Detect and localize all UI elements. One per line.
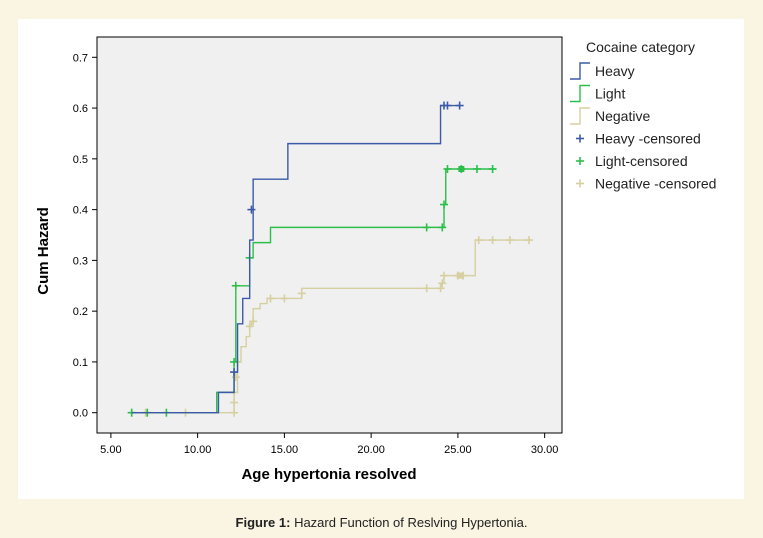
censored-mark-light: [440, 200, 449, 209]
y-tick-label: 0.2: [73, 306, 88, 318]
censored-mark-light: [472, 165, 481, 173]
censored-mark-negative: [436, 284, 445, 293]
censored-mark-heavy: [443, 101, 452, 110]
censored-mark-light: [422, 223, 431, 232]
x-tick-label: 5.00: [100, 444, 121, 456]
censored-mark-negative: [297, 289, 306, 298]
censored-cluster-light: [458, 166, 465, 172]
censored-mark-light: [443, 165, 452, 173]
x-tick-label: 25.00: [444, 444, 472, 456]
censored-mark-negative: [266, 294, 275, 303]
legend-swatch-heavy-censored: [576, 134, 584, 143]
legend-title: Cocaine category: [586, 39, 695, 55]
caption-text: Hazard Function of Reslving Hypertonia.: [294, 515, 528, 530]
censored-mark-negative: [249, 317, 258, 326]
censored-mark-heavy: [230, 368, 239, 377]
censored-mark-light: [438, 223, 447, 232]
legend-swatch-negative-censored: [576, 179, 584, 188]
censored-mark-light: [230, 357, 239, 366]
censored-mark-negative: [230, 408, 239, 417]
x-tick-label: 10.00: [184, 444, 212, 456]
y-tick-label: 0.4: [73, 205, 88, 217]
censored-cluster-negative: [456, 272, 463, 279]
y-tick-label: 0.5: [73, 154, 88, 166]
censored-mark-negative: [474, 236, 483, 245]
legend-swatch-negative: [570, 107, 590, 125]
censored-mark-negative: [230, 398, 239, 407]
censored-mark-negative: [245, 322, 254, 331]
censored-mark-negative: [505, 236, 514, 245]
censored-mark-negative: [488, 236, 497, 245]
y-tick-label: 0.3: [73, 255, 88, 267]
x-tick-label: 15.00: [271, 444, 299, 456]
y-tick-label: 0.0: [73, 408, 88, 420]
legend-swatch-light: [570, 84, 590, 103]
y-tick-label: 0.7: [73, 52, 88, 64]
legend-label-heavy: Heavy: [595, 63, 635, 79]
hazard-chart: 5.00 10.00 15.00 20.00 25.00 30.00 0.0 0.1 0.2 0.…: [35, 36, 716, 483]
censored-mark-negative: [231, 373, 240, 382]
legend-label-light: Light: [595, 86, 625, 102]
axis-ticks: 5.00 10.00 15.00 20.00 25.00 30.00 0.0 0.1 0.2 0.…: [73, 52, 559, 456]
plot-area: [96, 36, 563, 434]
series-layer: [127, 101, 534, 417]
legend-label-heavy-censored: Heavy -censored: [595, 131, 701, 147]
y-tick-label: 0.1: [73, 357, 88, 369]
legend-label-negative-censored: Negative -censored: [595, 176, 716, 192]
censored-mark-negative: [438, 279, 447, 288]
legend-label-negative: Negative: [595, 108, 650, 124]
y-axis-label: Cum Hazard: [35, 207, 52, 295]
x-tick-label: 30.00: [531, 444, 559, 456]
series-line-heavy: [131, 104, 460, 414]
x-tick-label: 20.00: [357, 444, 385, 456]
censored-mark-negative: [280, 294, 289, 303]
censored-mark-negative: [422, 284, 431, 293]
censored-mark-heavy: [247, 205, 256, 214]
legend-label-light-censored: Light-censored: [595, 153, 688, 169]
censored-mark-negative: [525, 236, 534, 245]
figure-panel: 5.00 10.00 15.00 20.00 25.00 30.00 0.0 0.1 0.2 0.…: [18, 19, 744, 499]
legend: Cocaine category Heavy Light Negative Heavy…: [570, 39, 716, 192]
censored-mark-negative: [440, 271, 449, 280]
y-tick-label: 0.6: [73, 103, 88, 115]
censored-mark-heavy: [455, 101, 464, 110]
caption-label: Figure 1:: [235, 515, 291, 530]
censored-mark-light: [488, 165, 497, 173]
censored-mark-light: [231, 281, 240, 290]
x-axis-label: Age hypertonia resolved: [241, 466, 416, 483]
legend-swatch-heavy: [570, 62, 590, 80]
figure-caption: Figure 1: Hazard Function of Reslving Hy…: [0, 515, 763, 530]
legend-swatch-light-censored: [576, 157, 584, 165]
